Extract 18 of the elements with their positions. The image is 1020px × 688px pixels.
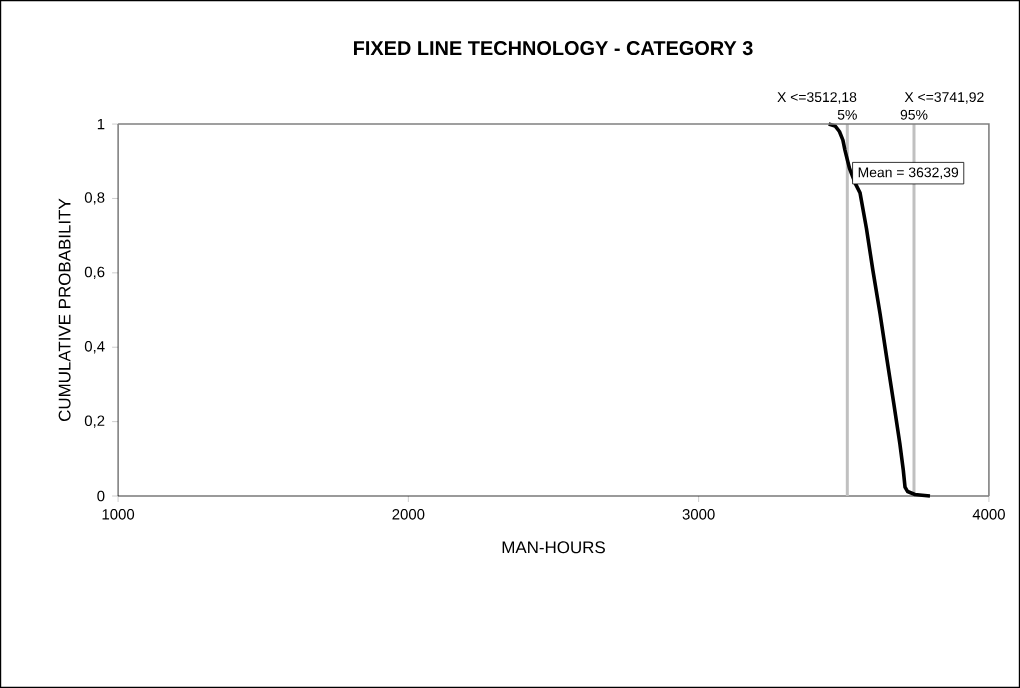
- ref-line-label: X <=3741,92: [904, 92, 984, 104]
- y-tick-label: 1: [97, 118, 105, 130]
- ref-line-label: X <=3512,18: [777, 92, 857, 104]
- annotation: Mean = 3632,39: [858, 167, 959, 179]
- y-tick-label: 0: [97, 490, 105, 502]
- x-tick-label: 1000: [102, 509, 135, 520]
- y-axis-title: CUMULATIVE PROBABILITY: [58, 198, 71, 421]
- y-tick-label: 0,8: [84, 192, 105, 205]
- x-tick-label: 4000: [972, 509, 1005, 520]
- y-tick-label: 0,6: [84, 266, 105, 279]
- annotation: 95%: [900, 109, 928, 120]
- x-axis-title: MAN-HOURS: [502, 541, 605, 554]
- annotation: 5%: [837, 109, 857, 120]
- y-tick-label: 0,4: [84, 341, 105, 354]
- x-tick-label: 2000: [392, 509, 425, 520]
- x-tick-label: 3000: [682, 509, 715, 520]
- y-tick-label: 0,2: [84, 415, 105, 428]
- chart-title: FIXED LINE TECHNOLOGY - CATEGORY 3: [354, 40, 753, 56]
